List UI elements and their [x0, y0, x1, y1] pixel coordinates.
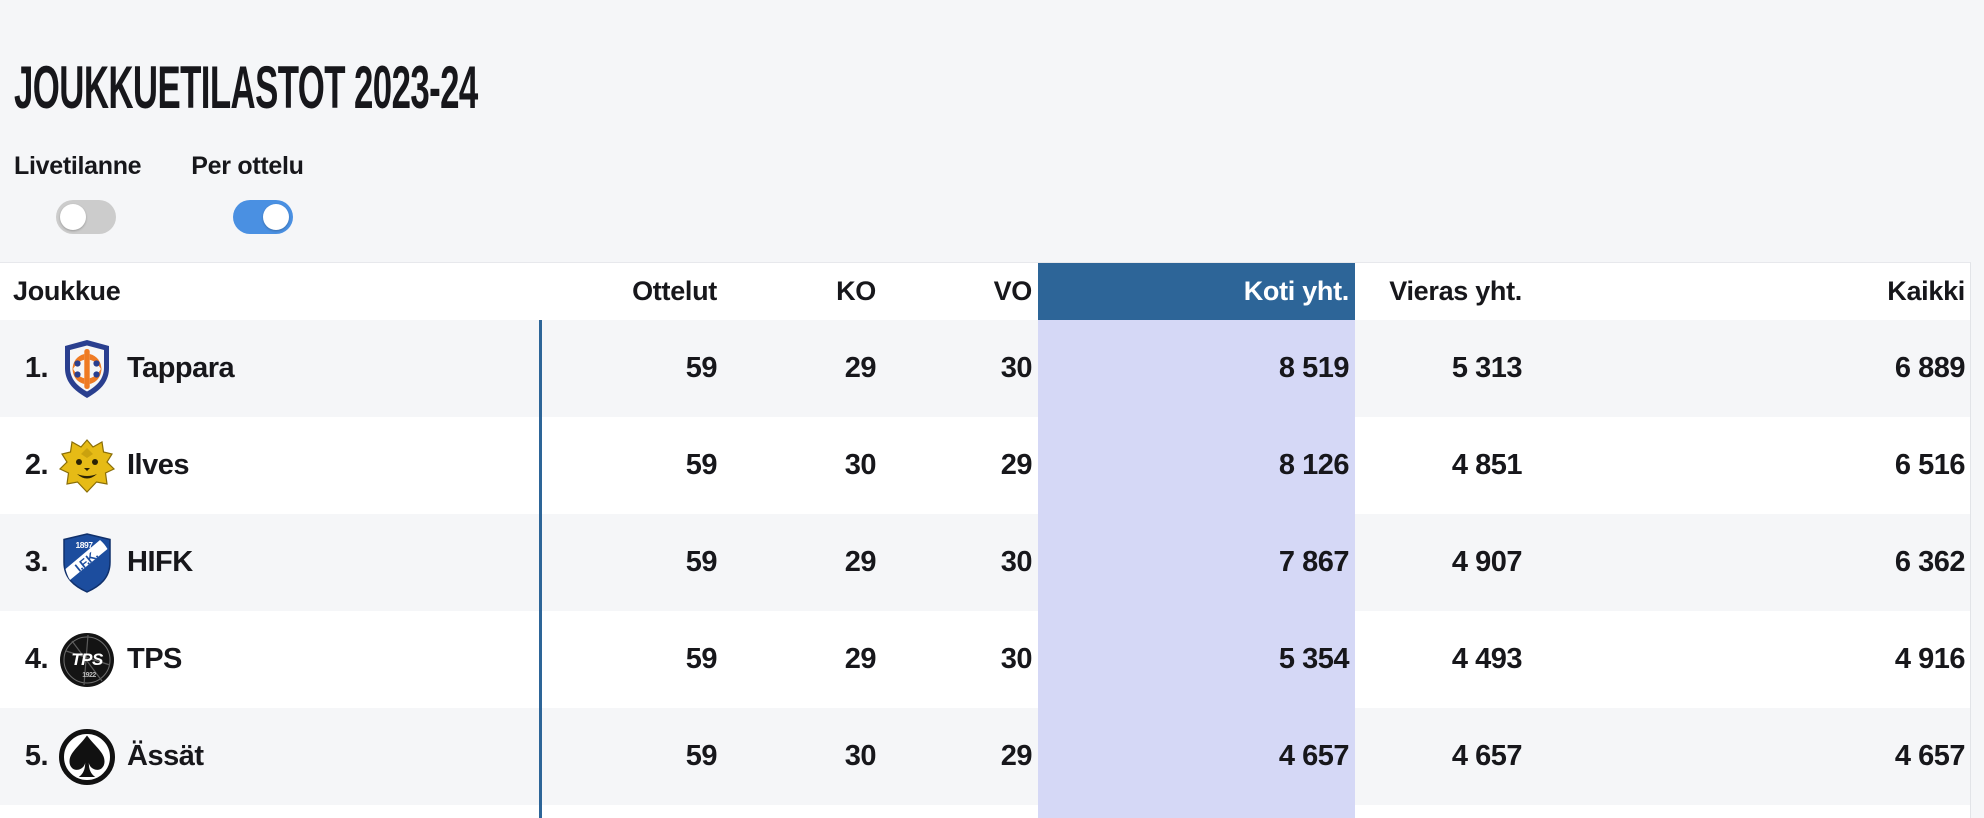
per-ottelu-toggle[interactable]: [233, 200, 294, 234]
cell-kaikki: 4 657: [1894, 740, 1966, 772]
cell-ko: 30: [844, 449, 877, 481]
livetilanne-toggle-group: Livetilanne: [14, 152, 142, 234]
table-row[interactable]: 5. Ässät 59 30 29 4 657 4 657 4 657: [0, 708, 1970, 805]
ilves-logo: [56, 433, 118, 499]
team-name: TPS: [127, 643, 182, 675]
cell-vieras-yht: 4 493: [1451, 643, 1523, 675]
toggle-knob: [263, 204, 290, 230]
cell-ottelut: 59: [685, 740, 718, 772]
livetilanne-label: Livetilanne: [14, 152, 142, 180]
cell-ottelut: 59: [685, 449, 718, 481]
column-divider-line: [539, 320, 542, 818]
table-row[interactable]: 2. Ilves 59 30 29 8 126 4 851 6: [0, 417, 1970, 514]
livetilanne-toggle[interactable]: [56, 200, 116, 234]
column-header-joukkue[interactable]: Joukkue: [13, 276, 121, 306]
team-cell: 1.: [0, 320, 542, 417]
team-rank: 3.: [24, 546, 49, 578]
cell-vo: [882, 805, 1038, 818]
cell-vo: 29: [1000, 449, 1033, 481]
cell-kaikki: [1528, 805, 1970, 818]
tps-logo: TPS 1922: [56, 627, 118, 693]
toggle-bar: Livetilanne Per ottelu: [14, 152, 1984, 234]
cell-ottelut: 59: [685, 546, 718, 578]
cell-ko: 29: [844, 643, 877, 675]
team-name: Ässät: [127, 740, 204, 772]
cell-vo: 30: [1000, 352, 1033, 384]
tps-logo-letters: TPS: [71, 650, 104, 669]
tps-logo-year: 1922: [82, 672, 96, 679]
team-rank: 4.: [24, 643, 49, 675]
column-header-kaikki[interactable]: Kaikki: [1887, 276, 1965, 306]
cell-ko: [723, 805, 882, 818]
column-header-vieras-yht[interactable]: Vieras yht.: [1389, 276, 1522, 306]
page-title: JOUKKUETILASTOT 2023-24: [14, 54, 478, 121]
cell-koti-yht: [1038, 805, 1355, 818]
per-ottelu-label: Per ottelu: [191, 152, 304, 180]
cell-vo: 29: [1000, 740, 1033, 772]
cell-vo: 30: [1000, 643, 1033, 675]
cell-koti-yht: 5 354: [1038, 611, 1355, 708]
table-row[interactable]: 1.: [0, 320, 1970, 417]
team-name: HIFK: [127, 546, 193, 578]
cell-kaikki: 6 516: [1894, 449, 1966, 481]
cell-koti-yht: 8 519: [1038, 320, 1355, 417]
hifk-logo: 1897 I.F.K.: [56, 530, 118, 596]
team-name: Tappara: [127, 352, 235, 384]
cell-kaikki: 6 889: [1894, 352, 1966, 384]
cell-vieras-yht: 4 907: [1451, 546, 1523, 578]
table-row[interactable]: 3. 1897 I.F.K. HIFK 59 29 30 7 867 4 907…: [0, 514, 1970, 611]
cell-koti-yht: 7 867: [1038, 514, 1355, 611]
column-header-koti-yht-sorted[interactable]: Koti yht.: [1038, 263, 1355, 320]
cell-ko: 30: [844, 740, 877, 772]
cell-vo: 30: [1000, 546, 1033, 578]
hifk-logo-year: 1897: [76, 540, 94, 550]
team-cell: 2. Ilves: [0, 417, 542, 514]
table-row[interactable]: 4. TPS 1922 TPS 59 29 30 5 354 4 493 4 9…: [0, 611, 1970, 708]
cell-vieras-yht: 4 851: [1451, 449, 1523, 481]
toggle-knob: [60, 204, 86, 230]
cell-kaikki: 6 362: [1894, 546, 1966, 578]
cell-ko: 29: [844, 546, 877, 578]
page-header: JOUKKUETILASTOT 2023-24 Livetilanne Per …: [0, 0, 1984, 234]
team-cell: [0, 805, 542, 818]
team-name: Ilves: [127, 449, 190, 481]
assat-logo: [56, 724, 118, 790]
column-header-vo[interactable]: VO: [993, 276, 1033, 306]
cell-kaikki: 4 916: [1894, 643, 1966, 675]
column-header-ko[interactable]: KO: [836, 276, 876, 306]
team-rank: 5.: [24, 740, 49, 772]
cell-vieras-yht: 4 657: [1451, 740, 1523, 772]
team-rank: 2.: [24, 449, 49, 481]
cell-vieras-yht: [1355, 805, 1528, 818]
column-header-ottelut[interactable]: Ottelut: [632, 276, 717, 306]
table-header-row: Joukkue Ottelut KO VO Koti yht. Vieras y…: [0, 263, 1970, 320]
team-rank: 1.: [24, 352, 49, 384]
cell-ottelut: 59: [685, 352, 718, 384]
table-row-partial: [0, 805, 1970, 818]
cell-koti-yht: 4 657: [1038, 708, 1355, 805]
cell-ottelut: [542, 805, 723, 818]
cell-ottelut: 59: [685, 643, 718, 675]
cell-koti-yht: 8 126: [1038, 417, 1355, 514]
team-cell: 5. Ässät: [0, 708, 542, 805]
team-cell: 4. TPS 1922 TPS: [0, 611, 542, 708]
per-ottelu-toggle-group: Per ottelu: [191, 152, 304, 234]
team-stats-table: Joukkue Ottelut KO VO Koti yht. Vieras y…: [0, 262, 1971, 818]
cell-ko: 29: [844, 352, 877, 384]
tappara-logo: [56, 336, 118, 402]
cell-vieras-yht: 5 313: [1451, 352, 1523, 384]
team-cell: 3. 1897 I.F.K. HIFK: [0, 514, 542, 611]
